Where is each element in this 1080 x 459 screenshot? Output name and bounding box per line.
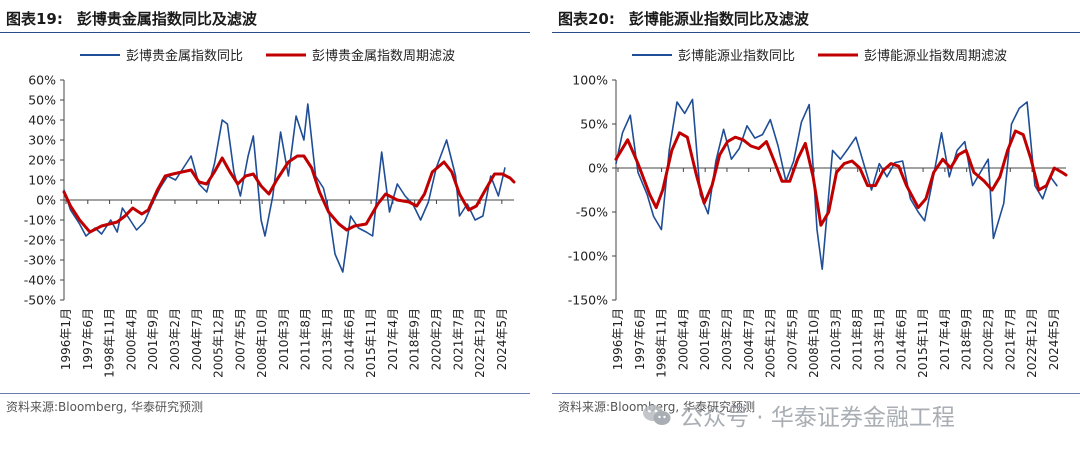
legend-item: 彭博能源业指数同比 <box>632 49 795 64</box>
x-tick-label: 2017年4月 <box>938 308 952 370</box>
x-tick-label: 2001年9月 <box>698 308 712 370</box>
figure-name: 彭博能源业指数同比及滤波 <box>628 10 809 28</box>
y-tick-label: -50% <box>576 205 608 220</box>
x-tick-label: 2014年6月 <box>342 308 356 370</box>
x-tick-label: 1998年11月 <box>655 308 669 378</box>
y-tick-label: -20% <box>24 233 56 248</box>
x-tick-label: 2022年12月 <box>473 308 487 378</box>
x-tick-label: 2001年9月 <box>146 308 160 370</box>
figure-title: 图表19: 彭博贵金属指数同比及滤波 <box>6 8 257 29</box>
y-tick-label: -100% <box>568 249 608 264</box>
x-tick-label: 2020年2月 <box>429 308 443 370</box>
y-tick-label: 0% <box>36 193 56 208</box>
x-tick-label: 2013年1月 <box>873 308 887 370</box>
y-tick-label: 100% <box>572 73 608 88</box>
x-tick-label: 2007年5月 <box>233 308 247 370</box>
x-tick-label: 1997年6月 <box>633 308 647 370</box>
figure-number: 图表19: <box>6 10 63 28</box>
source-note: 资料来源:Bloomberg, 华泰研究预测 <box>6 400 203 414</box>
x-tick-label: 2020年2月 <box>981 308 995 370</box>
x-tick-label: 2024年5月 <box>1047 308 1061 370</box>
y-tick-label: 10% <box>28 173 56 188</box>
x-tick-label: 2013年1月 <box>321 308 335 370</box>
x-tick-label: 2003年2月 <box>720 308 734 370</box>
legend-label: 彭博能源业指数周期滤波 <box>864 49 1007 64</box>
x-tick-label: 2017年4月 <box>386 308 400 370</box>
y-tick-label: 50% <box>580 117 608 132</box>
legend: 彭博能源业指数同比 彭博能源业指数周期滤波 <box>632 49 1007 64</box>
title-rule <box>552 32 1080 33</box>
x-tick-label: 2005年12月 <box>764 308 778 378</box>
yoy-series-line <box>615 98 1058 270</box>
x-tick-label: 2022年12月 <box>1025 308 1039 378</box>
filtered-series-line <box>62 154 516 234</box>
y-tick-label: 60% <box>28 73 56 88</box>
figure-20: 图表20: 彭博能源业指数同比及滤波 彭博能源业指数同比 彭博能源业指数周期滤波 10… <box>552 0 1080 430</box>
x-tick-label: 2014年6月 <box>894 308 908 370</box>
x-tick-label: 1996年1月 <box>611 308 625 370</box>
x-tick-label: 2008年10月 <box>807 308 821 378</box>
energy-chart: 彭博能源业指数同比 彭博能源业指数周期滤波 100% 50% 0% -50% -100% -1… <box>568 49 1068 378</box>
x-tick-label: 2021年7月 <box>1003 308 1017 370</box>
figure-name: 彭博贵金属指数同比及滤波 <box>76 10 257 28</box>
yoy-series-line <box>63 103 506 273</box>
y-tick-label: -30% <box>24 253 56 268</box>
legend: 彭博贵金属指数同比 彭博贵金属指数周期滤波 <box>80 48 455 64</box>
legend-item: 彭博贵金属指数同比 <box>80 48 243 64</box>
y-tick-label: 50% <box>28 93 56 108</box>
x-tick-label: 2011年8月 <box>851 308 865 370</box>
x-tick-label: 2015年11月 <box>916 308 930 378</box>
wechat-icon <box>643 405 671 425</box>
y-tick-label: 0% <box>588 161 608 176</box>
x-tick-label: 2010年3月 <box>829 308 843 370</box>
x-tick-label: 2018年9月 <box>408 308 422 370</box>
y-tick-label: -150% <box>568 293 608 308</box>
x-tick-label: 2007年5月 <box>785 308 799 370</box>
x-tick-label: 2011年8月 <box>299 308 313 370</box>
y-tick-label: -50% <box>24 293 56 308</box>
x-tick-label: 2024年5月 <box>495 308 509 370</box>
source-rule <box>552 393 1080 394</box>
figure-title: 图表20: 彭博能源业指数同比及滤波 <box>558 8 809 29</box>
title-rule <box>0 32 530 33</box>
filtered-series-line <box>614 129 1068 227</box>
x-tick-label: 2000年4月 <box>124 308 138 370</box>
y-tick-label: 30% <box>28 133 56 148</box>
x-tick-label: 1997年6月 <box>81 308 95 370</box>
source-rule <box>0 393 530 394</box>
x-tick-label: 1996年1月 <box>59 308 73 370</box>
x-tick-label: 1998年11月 <box>103 308 117 378</box>
precious-metals-chart: 彭博贵金属指数同比 彭博贵金属指数周期滤波 60% 50% 40% 30% 20% 10% 0%… <box>24 48 516 378</box>
legend-label: 彭博贵金属指数周期滤波 <box>312 48 455 64</box>
y-tick-label: 40% <box>28 113 56 128</box>
x-tick-label: 2000年4月 <box>676 308 690 370</box>
x-tick-label: 2004年7月 <box>742 308 756 370</box>
x-tick-label: 2021年7月 <box>451 308 465 370</box>
y-tick-label: -10% <box>24 213 56 228</box>
x-tick-label: 2018年9月 <box>960 308 974 370</box>
legend-item: 彭博能源业指数周期滤波 <box>818 49 1007 64</box>
watermark-text: 公众号 · 华泰证券金融工程 <box>680 405 955 431</box>
legend-label: 彭博贵金属指数同比 <box>126 48 243 64</box>
legend-item: 彭博贵金属指数周期滤波 <box>266 48 455 64</box>
y-tick-label: 20% <box>28 153 56 168</box>
x-tick-label: 2010年3月 <box>277 308 291 370</box>
figure-number: 图表20: <box>558 10 615 28</box>
x-tick-label: 2005年12月 <box>212 308 226 378</box>
watermark: 公众号 · 华泰证券金融工程 <box>642 402 955 431</box>
x-tick-label: 2015年11月 <box>364 308 378 378</box>
x-tick-label: 2008年10月 <box>255 308 269 378</box>
y-tick-label: -40% <box>24 273 56 288</box>
x-tick-label: 2003年2月 <box>168 308 182 370</box>
x-tick-label: 2004年7月 <box>190 308 204 370</box>
legend-label: 彭博能源业指数同比 <box>678 49 795 64</box>
figure-19: 图表19: 彭博贵金属指数同比及滤波 彭博贵金属指数同比 彭博贵金属指数周期滤波 60… <box>0 0 535 430</box>
